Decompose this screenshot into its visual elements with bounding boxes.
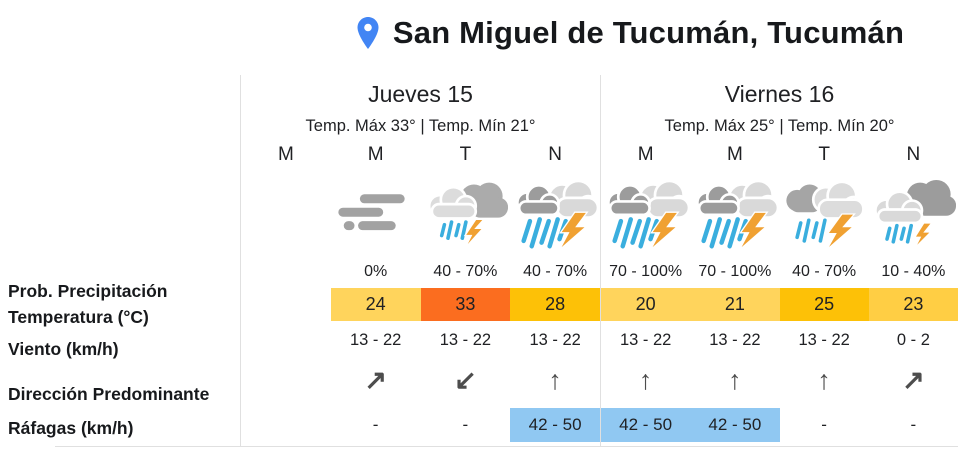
wind-direction-arrow: ↑	[728, 364, 742, 395]
wind-value: 13 - 22	[349, 330, 402, 349]
precip-prob-value	[241, 258, 331, 286]
period-label: M	[367, 144, 384, 165]
day-columns: M 70 - 100% 20 13 - 22 ↑ 42 - 50 M 70 - …	[601, 140, 958, 447]
row-label-direction: Dirección Predominante	[8, 384, 210, 404]
forecast-column: M	[241, 140, 331, 447]
forecast-column: T 40 - 70% 25 13 - 22 ↑ -	[779, 140, 869, 447]
forecast-column: N 10 - 40% 23 0 - 2 ↗ -	[868, 140, 958, 447]
day-section-jueves: Jueves 15 Temp. Máx 33° | Temp. Mín 21° …	[240, 75, 600, 447]
day-temp-range: Temp. Máx 33° | Temp. Mín 21°	[305, 117, 536, 135]
forecast-column: T 40 - 70% 33 13 - 22 ↙ -	[420, 140, 511, 447]
day-columns: M M 0% 24 13 - 22 ↗ -	[241, 140, 600, 447]
day-section-viernes: Viernes 16 Temp. Máx 25° | Temp. Mín 20°…	[600, 75, 958, 447]
temperature-cell: 23	[868, 287, 958, 321]
wind-value: 13 - 22	[798, 330, 850, 349]
day-temp-range: Temp. Máx 25° | Temp. Mín 20°	[664, 117, 895, 135]
wind-value: 13 - 22	[619, 330, 672, 349]
table-bottom-border	[55, 446, 958, 447]
page-title: San Miguel de Tucumán, Tucumán	[392, 15, 905, 50]
gust-cell: 42 - 50	[601, 407, 691, 442]
weather-icon	[241, 170, 331, 258]
period-label: T	[459, 144, 472, 165]
forecast-column: M 70 - 100% 21 13 - 22 ↑ 42 - 50	[690, 140, 780, 447]
storm-heavy-rain-icon	[690, 170, 779, 258]
period-label: N	[906, 144, 921, 165]
wind-direction-arrow	[241, 358, 331, 402]
forecast-column: M 70 - 100% 20 13 - 22 ↑ 42 - 50	[601, 140, 691, 447]
gust-cell: -	[372, 414, 379, 434]
precip-prob-value: 70 - 100%	[698, 263, 772, 280]
wind-direction-arrow: ↗	[364, 364, 387, 395]
forecast-table: Jueves 15 Temp. Máx 33° | Temp. Mín 21° …	[240, 75, 958, 447]
precip-prob-value: 0%	[364, 263, 388, 280]
day-title: Jueves 15	[368, 80, 473, 107]
location-pin-icon	[356, 16, 380, 50]
period-label: T	[818, 144, 830, 165]
wind-value: 13 - 22	[529, 330, 581, 349]
wind-direction-arrow: ↑	[817, 364, 831, 395]
forecast-column: M 0% 24 13 - 22 ↗ -	[330, 140, 421, 447]
temperature-cell: 21	[690, 287, 780, 321]
gust-cell: -	[462, 414, 469, 434]
period-label: M	[726, 144, 743, 165]
gust-cell: 42 - 50	[510, 407, 600, 442]
day-title: Viernes 16	[724, 80, 835, 107]
temperature-cell: 25	[779, 287, 869, 321]
wind-direction-arrow: ↗	[902, 364, 925, 395]
storm-heavy-rain-icon	[510, 170, 600, 258]
wind-value	[241, 322, 331, 358]
period-label: M	[277, 144, 294, 165]
gust-cell: -	[910, 414, 917, 434]
period-label: N	[548, 144, 562, 165]
storm-drizzle-icon	[869, 170, 958, 258]
precip-prob-value: 40 - 70%	[433, 263, 498, 280]
wind-direction-arrow: ↑	[548, 364, 562, 395]
storm-heavy-rain-icon	[601, 170, 690, 258]
gust-cell	[241, 408, 331, 442]
forecast-column: N 40 - 70% 28 13 - 22 ↑ 42 - 50	[510, 140, 600, 447]
temperature-cell: 24	[330, 287, 421, 321]
precip-prob-value: 40 - 70%	[792, 263, 857, 280]
row-label-gusts: Ráfagas (km/h)	[8, 418, 134, 438]
gust-cell: 42 - 50	[690, 407, 780, 442]
wind-value: 0 - 2	[896, 330, 930, 349]
wind-value: 13 - 22	[439, 330, 492, 349]
temperature-cell: 20	[601, 287, 691, 321]
period-label: M	[637, 144, 654, 165]
row-label-wind: Viento (km/h)	[8, 339, 119, 359]
storm-light-rain-icon	[421, 170, 511, 258]
temperature-cell	[241, 288, 331, 321]
row-label-precipitation: Prob. Precipitación	[8, 281, 168, 301]
wind-direction-arrow: ↑	[638, 364, 653, 395]
wind-value: 13 - 22	[709, 330, 761, 349]
temperature-cell: 28	[510, 287, 600, 321]
fog-icon	[331, 170, 421, 258]
gust-cell: -	[821, 414, 827, 434]
row-label-temperature: Temperatura (°C)	[8, 307, 149, 327]
location-header: San Miguel de Tucumán, Tucumán	[240, 4, 958, 62]
precip-prob-value: 40 - 70%	[523, 263, 588, 280]
storm-medium-rain-icon	[780, 170, 869, 258]
wind-direction-arrow: ↙	[454, 364, 477, 395]
precip-prob-value: 70 - 100%	[609, 263, 683, 280]
precip-prob-value: 10 - 40%	[881, 263, 946, 280]
temperature-cell: 33	[420, 287, 511, 321]
